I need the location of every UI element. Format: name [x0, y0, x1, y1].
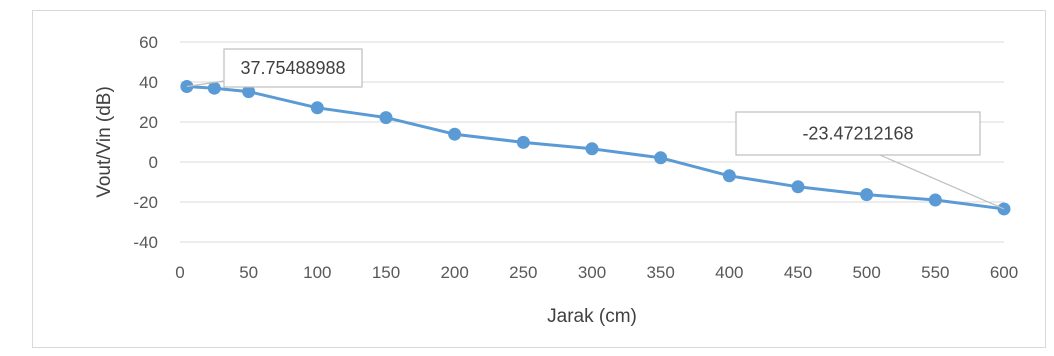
y-tick-label: -20	[133, 193, 158, 212]
data-series	[180, 79, 1011, 216]
series-line	[186, 84, 1005, 211]
x-tick-label: 0	[175, 263, 184, 282]
data-point	[860, 188, 874, 202]
callout-label: -23.47212168	[802, 124, 913, 144]
callout-leader	[186, 80, 225, 88]
data-point	[379, 111, 393, 125]
data-point	[791, 180, 805, 194]
y-tick-label: 40	[139, 73, 158, 92]
x-tick-label: 50	[239, 263, 258, 282]
callout-box	[223, 48, 363, 88]
data-point	[207, 81, 221, 95]
data-point	[585, 142, 599, 156]
data-point	[242, 85, 256, 99]
x-tick-label: 400	[715, 263, 743, 282]
y-axis-title: Vout/Vin (dB)	[94, 86, 115, 198]
x-tick-label: 200	[440, 263, 468, 282]
data-point	[722, 169, 736, 183]
y-tick-label: 20	[139, 113, 158, 132]
data-point	[654, 151, 668, 165]
x-tick-label: 550	[921, 263, 949, 282]
callout-label: 37.75488988	[240, 58, 345, 78]
data-point	[928, 193, 942, 207]
data-callouts: 37.75488988 -23.47212168	[186, 48, 1005, 210]
data-point	[448, 127, 462, 141]
y-tick-label: 0	[149, 153, 158, 172]
x-tick-label: 600	[990, 263, 1018, 282]
y-tick-label: 60	[139, 33, 158, 52]
data-point	[516, 135, 530, 149]
x-tick-label: 450	[784, 263, 812, 282]
data-point	[310, 101, 324, 115]
x-tick-label: 350	[646, 263, 674, 282]
x-tick-label: 250	[509, 263, 537, 282]
x-tick-label: 150	[372, 263, 400, 282]
callout-leader	[879, 154, 1005, 210]
chart-area	[32, 10, 1046, 348]
y-tick-label: -40	[133, 233, 158, 252]
x-tick-label: 100	[303, 263, 331, 282]
x-tick-label: 300	[578, 263, 606, 282]
x-tick-label: 500	[852, 263, 880, 282]
callout-box	[735, 111, 981, 156]
x-axis-title: Jarak (cm)	[547, 306, 637, 327]
